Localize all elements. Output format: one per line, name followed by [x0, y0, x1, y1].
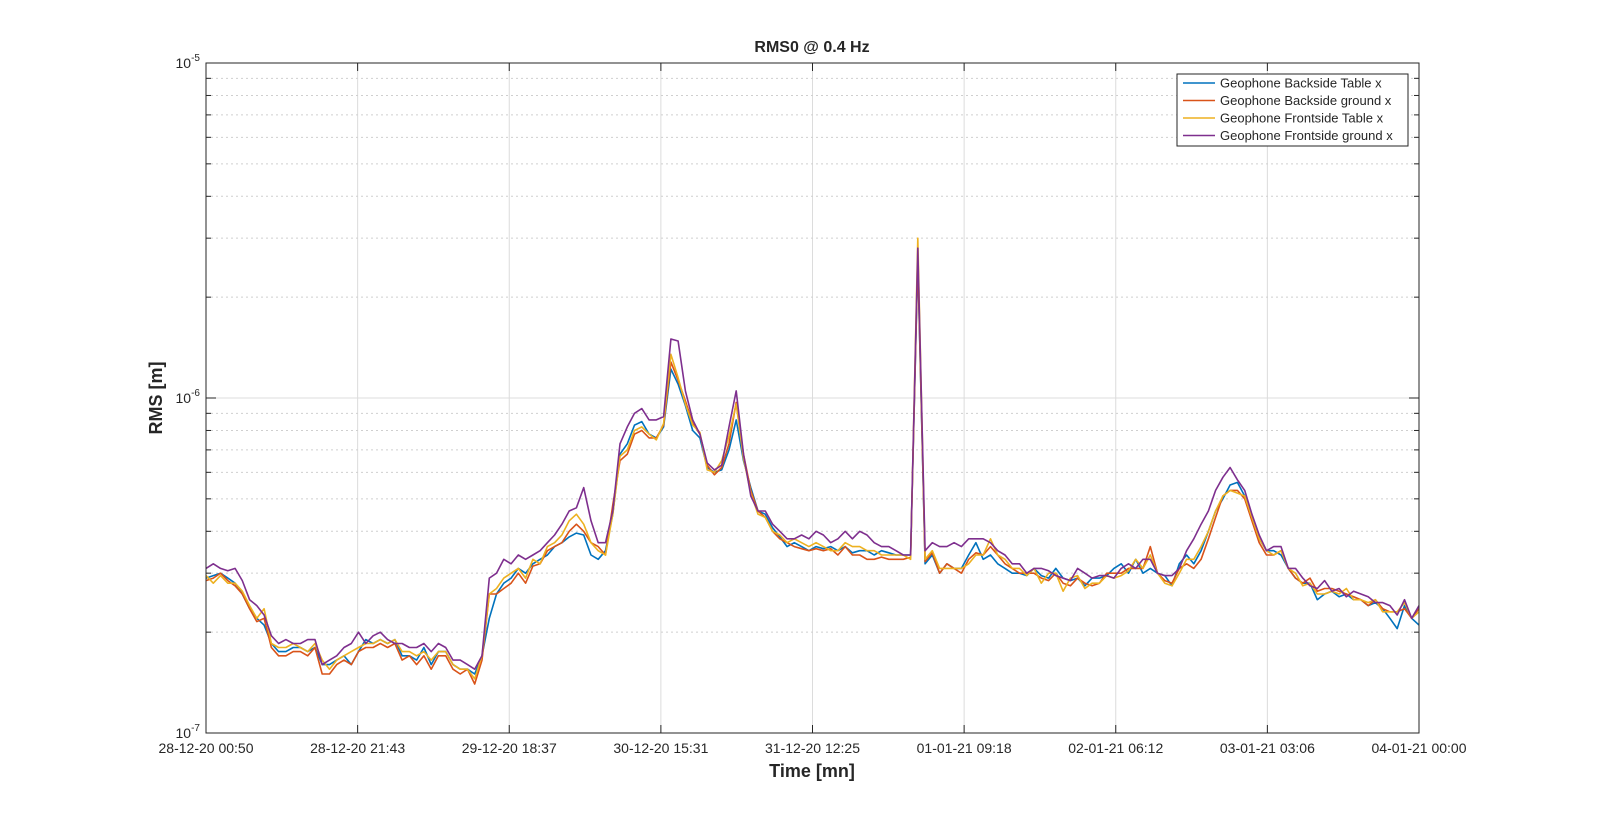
series-line-2: [205, 258, 1420, 685]
x-tick-label: 04-01-21 00:00: [1372, 740, 1467, 756]
x-tick-label: 28-12-20 21:43: [310, 740, 405, 756]
legend-label: Geophone Backside ground x: [1220, 93, 1392, 108]
x-tick-label: 29-12-20 18:37: [462, 740, 557, 756]
series-line-3: [205, 237, 1420, 680]
series-lines: [205, 237, 1420, 685]
y-axis-label: RMS [m]: [146, 362, 166, 435]
x-tick-label: 30-12-20 15:31: [613, 740, 708, 756]
chart-title: RMS0 @ 0.4 Hz: [754, 39, 869, 56]
plot-frame: [205, 62, 1420, 734]
legend-label: Geophone Frontside Table x: [1220, 111, 1384, 126]
legend-label: Geophone Backside Table x: [1220, 76, 1382, 91]
x-tick-label: 01-01-21 09:18: [917, 740, 1012, 756]
series-line-4: [205, 247, 1420, 671]
y-tick-label: 10-6: [176, 388, 201, 406]
x-axis-label: Time [mn]: [769, 761, 855, 781]
legend: Geophone Backside Table x Geophone Backsi…: [1176, 73, 1409, 147]
x-tick-label: 31-12-20 12:25: [765, 740, 860, 756]
x-tick-label: 03-01-21 03:06: [1220, 740, 1315, 756]
grid: [205, 62, 1420, 734]
x-tick-label: 28-12-20 00:50: [159, 740, 254, 756]
x-tick-label: 02-01-21 06:12: [1068, 740, 1163, 756]
legend-label: Geophone Frontside ground x: [1220, 128, 1393, 143]
y-tick-label: 10-7: [176, 723, 201, 741]
y-tick-label: 10-5: [176, 53, 201, 71]
legend-box: [1176, 73, 1409, 147]
y-tick-labels: 10-7 10-6 10-5: [176, 53, 201, 741]
x-tick-labels: 28-12-20 00:50 28-12-20 21:43 29-12-20 18:…: [159, 740, 1467, 756]
